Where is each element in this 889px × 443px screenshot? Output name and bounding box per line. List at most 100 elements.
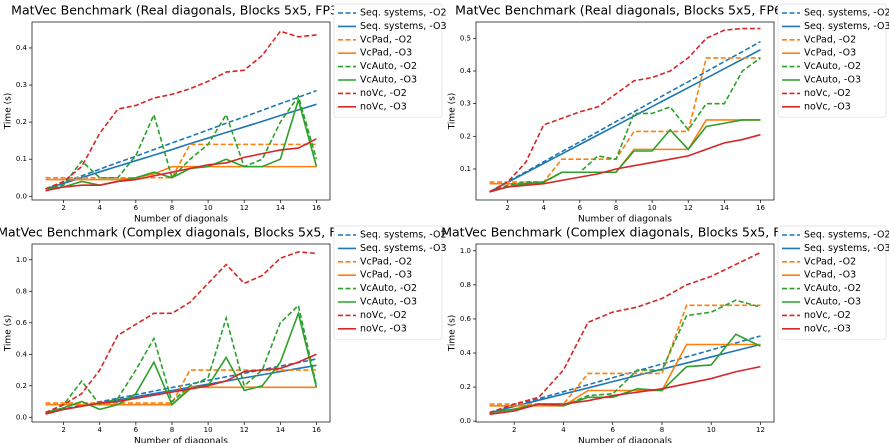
x-axis-label: Number of diagonals xyxy=(578,437,672,443)
chart-title: MatVec Benchmark (Complex diagonals, Blo… xyxy=(441,225,809,240)
y-tick-label: 0.8 xyxy=(16,287,27,295)
x-tick-label: 6 xyxy=(134,204,139,212)
y-tick-label: 0.5 xyxy=(460,34,471,42)
series-line xyxy=(489,299,761,414)
y-tick-label: 0.1 xyxy=(460,165,471,173)
x-tick-label: 4 xyxy=(561,426,566,434)
legend-label: Seq. systems, -O2 xyxy=(360,8,447,19)
series-line xyxy=(489,365,761,416)
legend-box xyxy=(333,225,443,340)
chart-panel: 2 4 6 8 10 12 0.0 0.2 0.4 0.6 0.8 1.0 MatVec Benchma… xyxy=(441,225,889,443)
legend-box xyxy=(777,225,887,340)
legend-label: Seq. systems, -O3 xyxy=(360,21,447,32)
y-tick-label: 0.4 xyxy=(460,349,472,357)
x-tick-label: 4 xyxy=(541,204,546,212)
legend-label: VcAuto, -O3 xyxy=(804,297,861,308)
y-tick-label: 0.3 xyxy=(16,81,27,89)
x-tick-label: 14 xyxy=(276,426,285,434)
x-tick-label: 8 xyxy=(614,204,618,212)
series-line xyxy=(489,27,761,193)
x-tick-label: 14 xyxy=(720,204,729,212)
y-axis-label: Time (s) xyxy=(448,315,458,353)
plot-area xyxy=(475,243,775,423)
series-line xyxy=(45,89,317,190)
x-tick-label: 10 xyxy=(204,204,213,212)
x-tick-label: 12 xyxy=(240,204,249,212)
x-tick-label: 2 xyxy=(512,426,516,434)
series-line xyxy=(45,96,318,190)
chart-panel: 2 4 6 8 10 12 14 16 0.0 0.1 0.2 0.3 0.4 MatVec Benchm… xyxy=(4,3,447,225)
legend-label: VcPad, -O3 xyxy=(804,48,856,59)
series-line xyxy=(489,304,761,405)
legend-label: VcPad, -O3 xyxy=(360,48,412,59)
y-tick-label: 1.0 xyxy=(460,247,471,255)
y-tick-label: 0.0 xyxy=(16,413,27,421)
series-line xyxy=(45,143,317,179)
legend-label: VcAuto, -O2 xyxy=(804,283,861,294)
x-tick-label: 12 xyxy=(240,426,249,434)
legend-label: VcAuto, -O2 xyxy=(360,283,417,294)
y-axis-label: Time (s) xyxy=(448,93,458,131)
x-axis-label: Number of diagonals xyxy=(134,437,228,443)
legend-label: VcAuto, -O3 xyxy=(360,75,417,86)
series-line xyxy=(489,49,761,193)
x-tick-label: 2 xyxy=(61,426,65,434)
series-line xyxy=(489,57,761,193)
x-tick-label: 8 xyxy=(170,204,174,212)
legend-label: VcAuto, -O3 xyxy=(360,297,417,308)
y-tick-label: 1.0 xyxy=(16,256,27,264)
y-tick-label: 0.4 xyxy=(16,350,28,358)
x-tick-label: 4 xyxy=(97,204,102,212)
legend-label: VcPad, -O3 xyxy=(360,270,412,281)
x-tick-label: 8 xyxy=(170,426,174,434)
legend-label: noVc, -O3 xyxy=(804,323,851,334)
series-line xyxy=(489,251,761,414)
x-tick-label: 2 xyxy=(61,204,65,212)
series-line xyxy=(45,369,317,404)
series-line xyxy=(45,251,317,414)
y-tick-label: 0.0 xyxy=(460,417,471,425)
y-tick-label: 0.2 xyxy=(460,383,471,391)
legend-label: Seq. systems, -O2 xyxy=(360,230,447,241)
legend-label: VcAuto, -O3 xyxy=(804,75,861,86)
x-tick-label: 6 xyxy=(578,204,583,212)
y-tick-label: 0.4 xyxy=(16,44,28,52)
legend-label: noVc, -O2 xyxy=(360,310,407,321)
y-axis-label: Time (s) xyxy=(4,93,14,131)
series-line xyxy=(489,119,761,185)
series-line xyxy=(45,138,317,192)
x-tick-label: 10 xyxy=(707,426,716,434)
plot-area xyxy=(31,243,331,423)
legend-label: Seq. systems, -O2 xyxy=(804,230,889,241)
x-tick-label: 2 xyxy=(505,204,509,212)
legend-label: VcAuto, -O2 xyxy=(360,61,417,72)
legend-label: Seq. systems, -O3 xyxy=(804,243,889,254)
x-tick-label: 10 xyxy=(204,426,213,434)
x-tick-label: 16 xyxy=(312,204,321,212)
y-tick-label: 0.6 xyxy=(460,315,472,323)
plot-area xyxy=(475,21,775,201)
legend-label: Seq. systems, -O3 xyxy=(804,21,889,32)
legend-label: VcPad, -O2 xyxy=(360,256,412,267)
legend-label: noVc, -O3 xyxy=(360,323,407,334)
y-axis-label: Time (s) xyxy=(4,315,14,353)
legend-box xyxy=(777,3,887,118)
series-line xyxy=(45,165,317,181)
series-line xyxy=(45,94,318,190)
series-line xyxy=(45,30,317,190)
x-axis-label: Number of diagonals xyxy=(578,215,672,225)
legend-label: VcPad, -O2 xyxy=(360,34,412,45)
legend-label: VcPad, -O2 xyxy=(804,256,856,267)
x-tick-label: 6 xyxy=(610,426,615,434)
series-line xyxy=(45,103,317,190)
x-tick-label: 14 xyxy=(276,204,285,212)
y-tick-label: 0.4 xyxy=(460,67,472,75)
y-tick-label: 0.0 xyxy=(16,192,27,200)
x-tick-label: 8 xyxy=(660,426,664,434)
y-tick-label: 0.2 xyxy=(16,382,27,390)
y-tick-label: 0.1 xyxy=(16,155,27,163)
chart-title: MatVec Benchmark (Real diagonals, Blocks… xyxy=(11,3,351,18)
chart-panel: 2 4 6 8 10 12 14 16 0.1 0.2 0.3 0.4 0.5 MatVec Benchm… xyxy=(448,3,889,225)
x-tick-label: 16 xyxy=(756,204,765,212)
